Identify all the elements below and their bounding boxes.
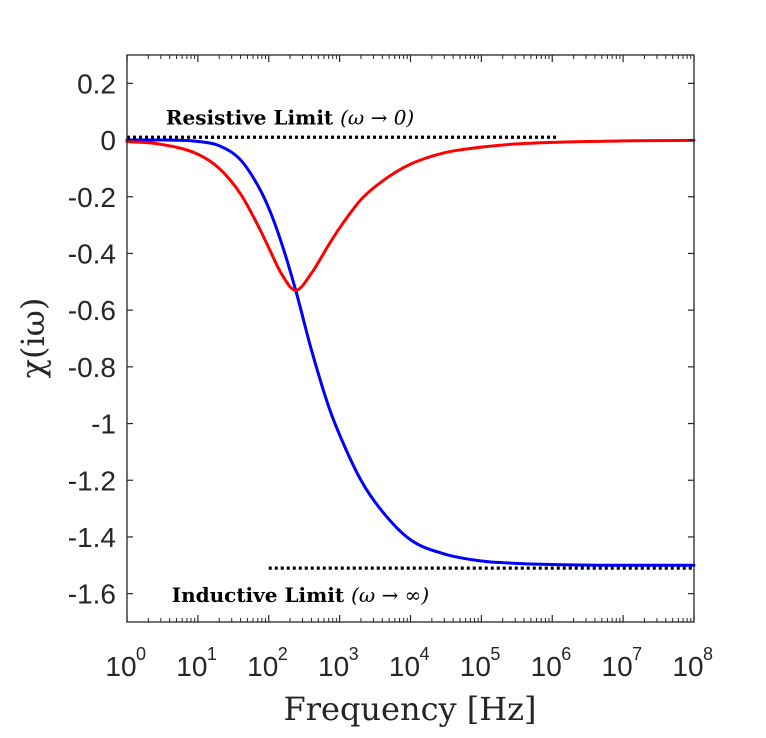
x-tick-exponent: 0: [136, 644, 146, 664]
x-tick-exponent: 8: [703, 644, 713, 664]
y-tick-label: -0.2: [68, 182, 116, 213]
x-tick-label: 10: [389, 651, 420, 682]
y-tick-label: -0.6: [68, 295, 116, 326]
inductive-limit-label: Inductive Limit (ω → ∞): [172, 583, 429, 607]
y-tick-label: -1.6: [68, 579, 116, 610]
x-tick-exponent: 7: [632, 644, 642, 664]
x-tick-label: 10: [531, 651, 562, 682]
resistive-limit-label: Resistive Limit (ω → 0): [166, 105, 414, 129]
x-tick-label: 10: [105, 651, 136, 682]
inductive-limit-label-text: Inductive Limit: [172, 583, 351, 607]
y-axis-title: χ(iω): [14, 298, 52, 379]
x-tick-exponent: 5: [490, 644, 500, 664]
x-tick-exponent: 6: [561, 644, 571, 664]
y-tick-label: -0.4: [68, 238, 116, 269]
y-tick-label: 0.2: [77, 68, 116, 99]
resistive-limit-label-text: Resistive Limit: [166, 105, 340, 129]
tick-marks: [126, 55, 695, 622]
x-tick-label: 10: [602, 651, 633, 682]
reference-lines: [127, 135, 694, 570]
annotations: Resistive Limit (ω → 0) Inductive Limit (…: [166, 105, 429, 607]
y-tick-label: -0.8: [68, 352, 116, 383]
plot-area: [127, 55, 694, 622]
resistive-limit-label-math: (ω → 0): [340, 105, 414, 129]
series-line-imaginary: [125, 138, 696, 292]
series-layer: [125, 138, 696, 567]
x-axis-title: Frequency [Hz]: [284, 690, 537, 728]
y-tick-label: -1.4: [68, 522, 116, 553]
x-tick-exponent: 2: [278, 644, 288, 664]
inductive-limit-label-math: (ω → ∞): [351, 583, 429, 607]
x-tick-label: 10: [176, 651, 207, 682]
x-tick-label: 10: [672, 651, 703, 682]
y-tick-label: 0: [100, 125, 116, 156]
x-tick-exponent: 3: [349, 644, 359, 664]
series-line-real: [125, 138, 696, 567]
y-tick-label: -1: [91, 409, 116, 440]
y-tick-labels: 0.2 0 -0.2 -0.4 -0.6 -0.8 -1 -1.2 -1.4 -1.6: [68, 68, 116, 609]
x-tick-label: 10: [318, 651, 349, 682]
x-tick-labels: 10 0 10 1 10 2 10 3 10 4 10 5 10 6 10 7 10 8: [105, 644, 713, 682]
x-tick-exponent: 1: [207, 644, 217, 664]
x-tick-label: 10: [460, 651, 491, 682]
y-tick-label: -1.2: [68, 465, 116, 496]
x-tick-exponent: 4: [420, 644, 430, 664]
x-tick-label: 10: [247, 651, 278, 682]
